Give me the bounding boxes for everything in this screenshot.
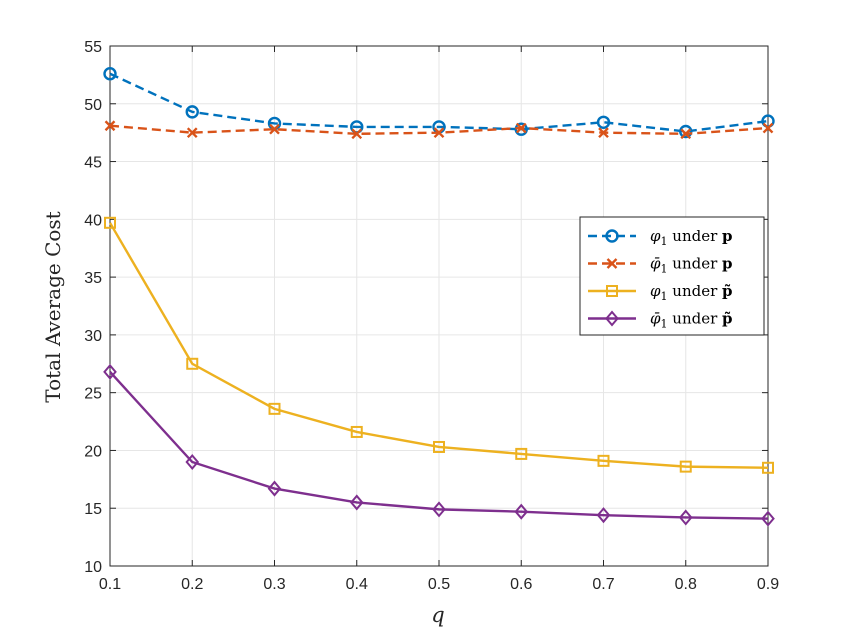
legend-entry: φ̄1 under p̃ — [588, 310, 733, 331]
x-tick-label: 0.1 — [99, 576, 121, 593]
y-axis-label: Total Average Cost — [41, 211, 65, 402]
data-point — [762, 461, 774, 474]
data-point — [596, 507, 611, 524]
x-tick-label: 0.4 — [346, 576, 368, 593]
y-tick-label: 30 — [84, 328, 102, 345]
data-point — [350, 425, 363, 438]
plot-frame — [109, 45, 769, 567]
data-point — [762, 122, 774, 134]
y-tick-label: 20 — [84, 443, 102, 460]
data-point — [103, 67, 117, 81]
series-line — [108, 222, 769, 469]
x-axis-label: q — [431, 603, 444, 627]
legend-label: φ̄1 under p̃ — [650, 310, 733, 331]
data-point — [432, 501, 446, 518]
data-point — [104, 216, 116, 229]
data-point — [433, 127, 445, 139]
data-point — [186, 127, 198, 139]
series-line — [109, 72, 769, 133]
legend-entry: φ1 under p — [588, 227, 733, 248]
data-point — [185, 105, 199, 119]
legend-label: φ1 under p — [650, 227, 733, 248]
legend-label: φ1 under p̃ — [650, 282, 733, 303]
data-point — [433, 440, 445, 453]
data-point — [185, 453, 200, 471]
y-tick-label: 10 — [84, 559, 102, 576]
series-line — [109, 371, 769, 520]
data-point — [515, 122, 527, 134]
series-0 — [103, 67, 775, 139]
legend-marker — [606, 285, 618, 297]
data-point — [351, 128, 363, 140]
data-point — [515, 447, 528, 460]
data-point — [103, 363, 117, 380]
legend-entry: φ1 under p̃ — [588, 282, 733, 303]
x-tick-label: 0.9 — [757, 576, 779, 593]
legend-label: φ̄1 under p — [650, 255, 733, 276]
series — [103, 67, 775, 527]
y-tick-label: 25 — [84, 386, 102, 403]
y-tick-label: 35 — [84, 270, 102, 287]
data-point — [678, 509, 693, 526]
series-1 — [104, 120, 774, 140]
data-point — [679, 124, 693, 139]
y-tick-label: 40 — [84, 212, 102, 229]
data-point — [268, 402, 281, 415]
y-tick-label: 15 — [84, 501, 102, 518]
data-point — [679, 460, 692, 473]
y-tick-label: 50 — [84, 97, 102, 114]
data-point — [186, 357, 199, 370]
y-tick-label: 45 — [84, 155, 102, 172]
data-point — [349, 494, 364, 511]
data-point — [598, 127, 609, 139]
legend-marker — [605, 310, 619, 327]
tick-labels: 0.1 0.2 0.3 0.4 0.5 0.6 0.7 0.8 0.9 10 15 20 25 30 35 4… — [84, 39, 779, 593]
data-point — [104, 120, 116, 132]
x-tick-label: 0.5 — [428, 576, 450, 593]
data-point — [680, 128, 692, 140]
x-tick-label: 0.8 — [675, 576, 697, 593]
x-tick-label: 0.2 — [181, 576, 203, 593]
legend: φ1 under p φ̄1 under p φ1 under p̃ φ̄1 unde… — [579, 216, 765, 336]
legend-marker — [606, 258, 618, 269]
series-3 — [103, 363, 775, 527]
data-point — [514, 503, 529, 520]
data-point — [269, 123, 280, 135]
data-point — [596, 115, 611, 129]
legend-entry: φ̄1 under p — [588, 255, 733, 276]
data-point — [267, 480, 282, 497]
y-tick-label: 55 — [84, 39, 102, 56]
data-point — [761, 510, 775, 527]
series-2 — [104, 216, 774, 474]
x-tick-label: 0.3 — [263, 576, 285, 593]
data-point — [597, 454, 610, 467]
legend-marker — [605, 229, 619, 243]
x-tick-label: 0.6 — [510, 576, 532, 593]
x-tick-label: 0.7 — [592, 576, 614, 593]
